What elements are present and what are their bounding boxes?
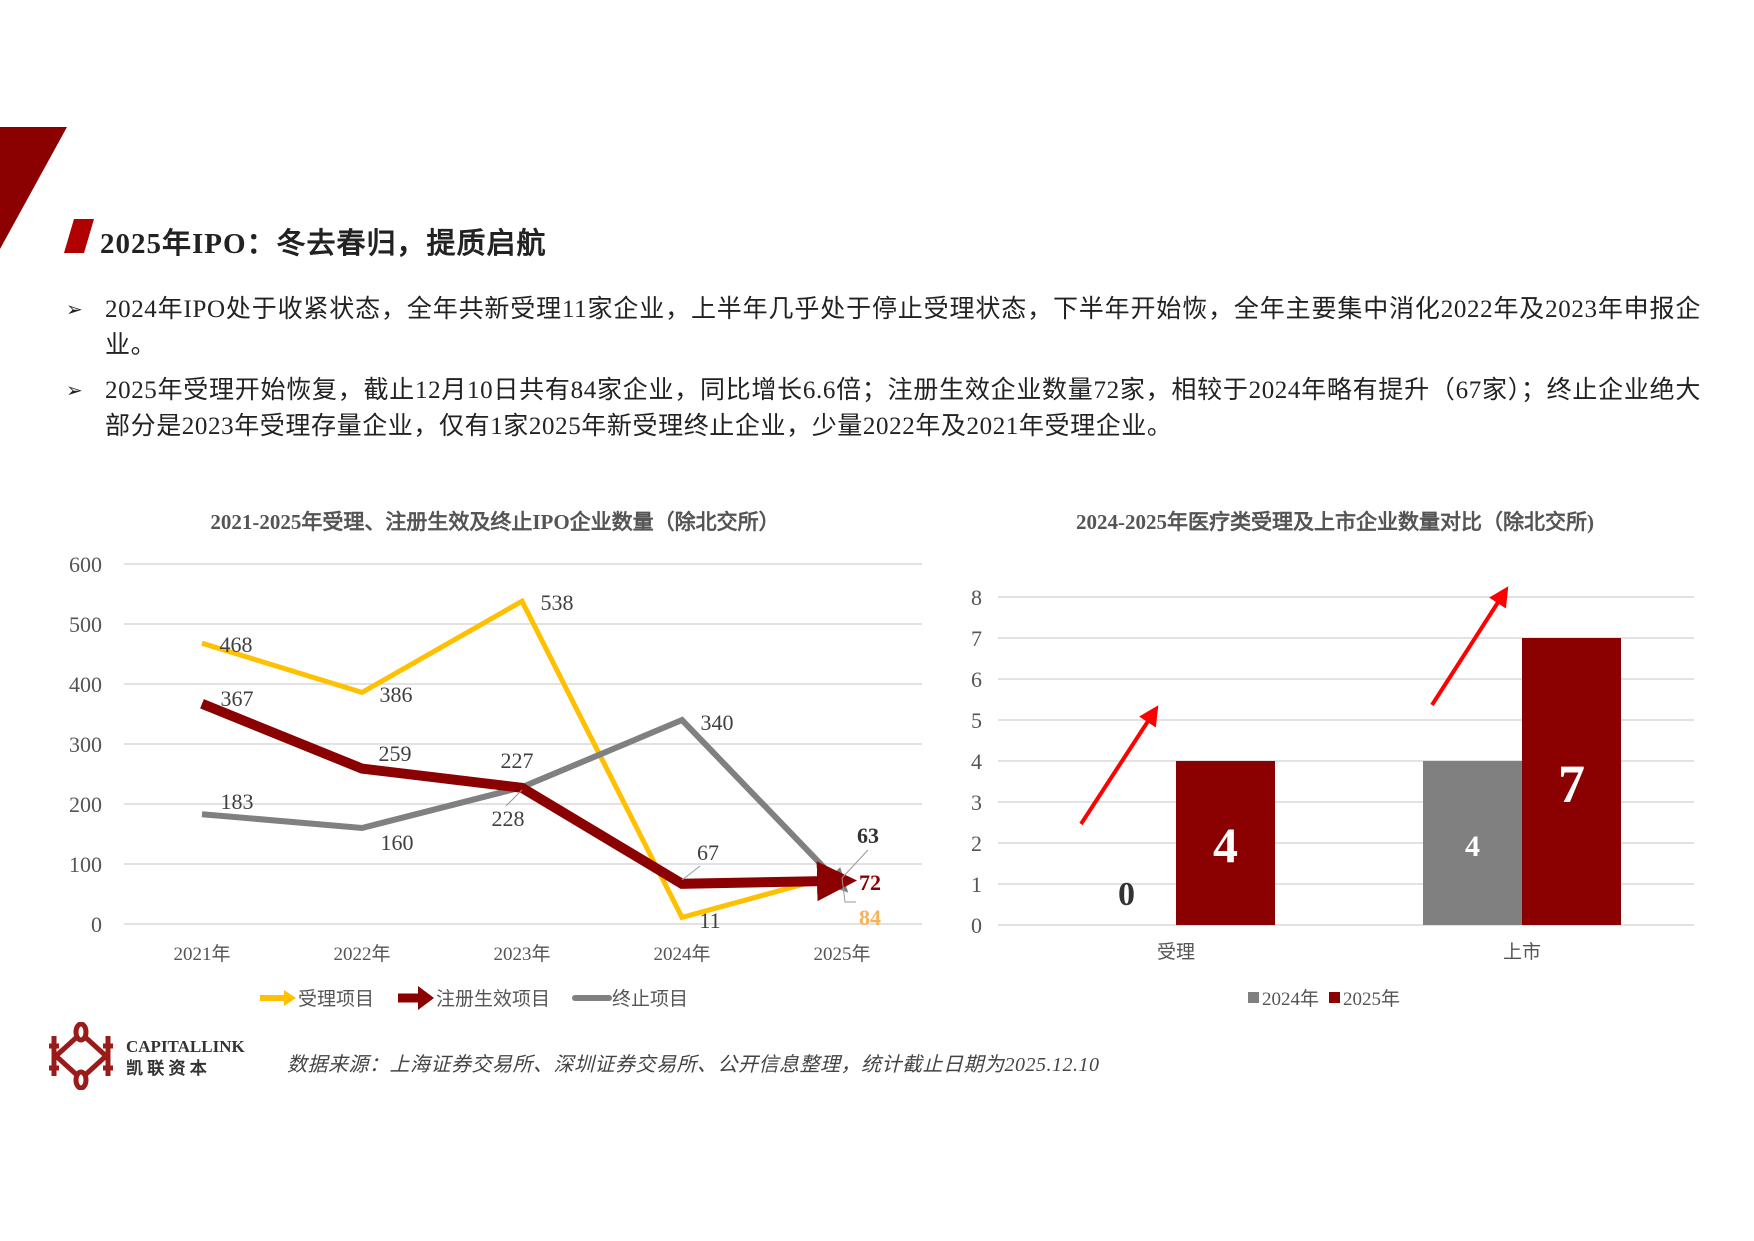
y-tick-label: 1 — [971, 872, 982, 897]
legend-item-registered: 注册生效项目 — [396, 984, 550, 1011]
page-title: 2025年IPO：冬去春归，提质启航 — [100, 228, 547, 260]
data-label: 63 — [857, 823, 879, 848]
y-tick-label: 6 — [971, 667, 982, 692]
bar-value-label: 4 — [1213, 817, 1238, 873]
legend-item-2024: 2024年 — [1248, 984, 1319, 1011]
leader-line — [841, 849, 869, 879]
y-tick-label: 2 — [971, 831, 982, 856]
data-label: 468 — [220, 632, 253, 657]
leader-line — [681, 865, 701, 881]
legend-label: 受理项目 — [298, 989, 375, 1010]
data-label: 227 — [501, 748, 534, 773]
y-tick-label: 100 — [69, 852, 102, 877]
bar-value-label: 4 — [1465, 830, 1480, 863]
y-tick-label: 600 — [69, 552, 102, 577]
logo-en: CAPITALLINK — [126, 1037, 245, 1056]
data-label: 367 — [221, 686, 254, 711]
data-label: 160 — [381, 830, 414, 855]
y-tick-label: 0 — [971, 913, 982, 938]
title-slash-icon — [64, 219, 94, 253]
data-label: 538 — [541, 590, 574, 615]
legend-label: 2025年 — [1343, 989, 1401, 1010]
leader-line — [505, 789, 523, 807]
line-chart-title: 2021-2025年受理、注册生效及终止IPO企业数量（除北交所） — [210, 510, 780, 534]
data-source-note: 数据来源：上海证券交易所、深圳证券交易所、公开信息整理，统计截止日期为2025.… — [287, 1054, 1100, 1076]
y-tick-label: 5 — [971, 708, 982, 733]
data-label: 11 — [699, 908, 720, 933]
trend-up-arrow-icon — [1430, 586, 1509, 707]
y-tick-label: 0 — [91, 912, 102, 937]
bar-value-label: 7 — [1558, 754, 1585, 814]
line-chart: 0 100 200 300 400 500 600 2021年 2022年 2023年 2024年 2… — [69, 552, 922, 965]
arrow-bullet-icon: ➢ — [66, 380, 83, 402]
logo-cn: 凯 联 资 本 — [126, 1059, 207, 1078]
bullet-text: 2024年IPO处于收紧状态，全年共新受理11家企业，上半年几乎处于停止受理状态… — [105, 296, 1701, 359]
corner-decoration — [0, 127, 67, 249]
data-label: 67 — [697, 840, 719, 865]
arrow-bullet-icon: ➢ — [66, 299, 83, 321]
trend-up-arrow-icon — [1079, 705, 1159, 826]
y-tick-label: 4 — [971, 749, 982, 774]
data-label: 259 — [379, 741, 412, 766]
y-tick-label: 500 — [69, 612, 102, 637]
logo-text: CAPITALLINK 凯 联 资 本 — [126, 1036, 245, 1080]
data-label: 386 — [380, 682, 413, 707]
legend-label: 2024年 — [1262, 989, 1320, 1010]
line-chart-legend: 受理项目 注册生效项目 终止项目 — [258, 984, 710, 1011]
y-tick-label: 8 — [971, 585, 982, 610]
y-tick-label: 3 — [971, 790, 982, 815]
gray-swatch-icon — [1248, 992, 1259, 1003]
bar-chart-legend: 2024年 2025年 — [1248, 984, 1422, 1011]
legend-item-2025: 2025年 — [1329, 984, 1400, 1011]
bar — [1522, 638, 1621, 925]
yellow-arrow-icon — [260, 989, 296, 1006]
data-label: 183 — [221, 789, 254, 814]
x-tick-label: 2021年 — [173, 943, 230, 965]
leader-line — [841, 877, 856, 903]
y-tick-label: 200 — [69, 792, 102, 817]
x-tick-label: 受理 — [1157, 941, 1195, 963]
y-tick-label: 7 — [971, 626, 982, 651]
y-tick-label: 300 — [69, 732, 102, 757]
data-label: 228 — [492, 806, 525, 831]
x-tick-label: 上市 — [1503, 941, 1541, 963]
capitallink-logo — [49, 1022, 113, 1090]
bar-chart: 0 1 2 3 4 5 6 7 8 受理 上市 0 4 4 7 — [971, 585, 1694, 963]
x-tick-label: 2022年 — [333, 943, 390, 965]
red-swatch-icon — [1329, 992, 1341, 1003]
gray-line-icon — [572, 994, 613, 1001]
legend-item-terminated: 终止项目 — [572, 984, 688, 1011]
y-tick-label: 400 — [69, 672, 102, 697]
bullet-text: 2025年受理开始恢复，截止12月10日共有84家企业，同比增长6.6倍；注册生… — [105, 377, 1701, 440]
bar-chart-title: 2024-2025年医疗类受理及上市企业数量对比（除北交所) — [1076, 510, 1594, 534]
bar-value-label: 0 — [1118, 876, 1135, 913]
red-arrow-icon — [398, 985, 435, 1010]
bar — [1423, 761, 1522, 925]
x-tick-label: 2024年 — [653, 943, 710, 965]
data-label: 84 — [859, 905, 881, 930]
legend-label: 终止项目 — [612, 989, 689, 1010]
legend-item-accepted: 受理项目 — [258, 984, 374, 1011]
x-tick-label: 2025年 — [813, 943, 870, 965]
data-label: 340 — [701, 710, 734, 735]
data-label: 72 — [859, 870, 881, 895]
bar — [1176, 761, 1275, 925]
x-tick-label: 2023年 — [493, 943, 550, 965]
legend-label: 注册生效项目 — [436, 989, 551, 1010]
